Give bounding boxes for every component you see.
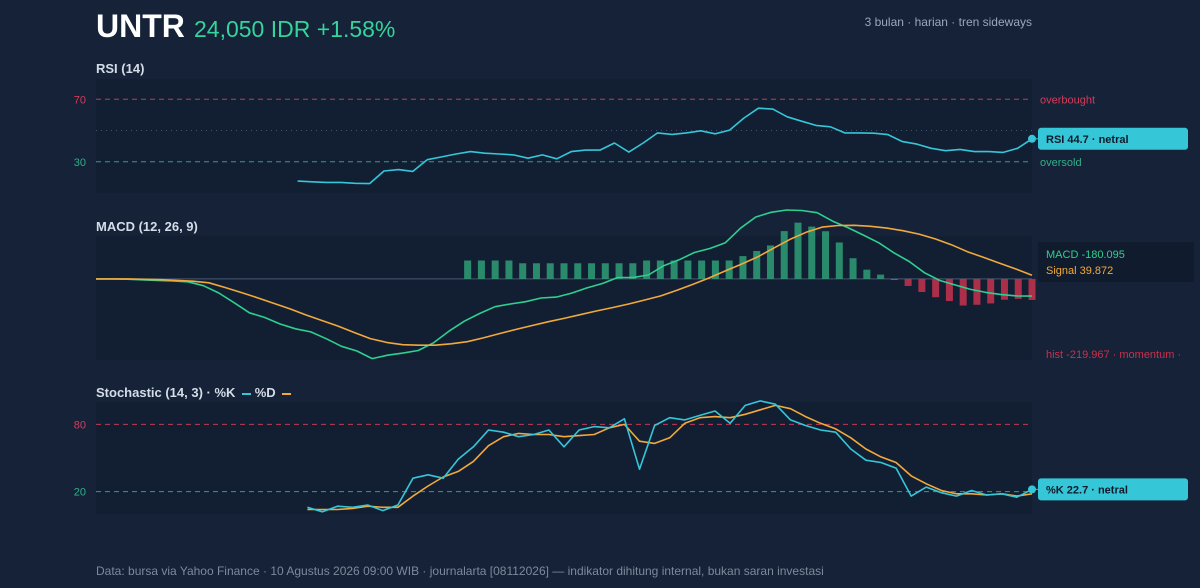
stoch-k-line xyxy=(307,400,1033,513)
series-lines xyxy=(96,107,1033,513)
panel-bg-1 xyxy=(96,236,1032,360)
macd-hist-bar xyxy=(643,260,651,279)
chart-labels: 70 30 overbought oversold RSI 44.7 · netral M… xyxy=(74,94,1194,501)
macd-hist-bar xyxy=(491,260,499,279)
rsi-callout-text: RSI 44.7 · netral xyxy=(1046,134,1129,146)
macd-hist-bar xyxy=(574,263,582,279)
macd-hist-bar xyxy=(615,263,623,279)
macd-hist-bar xyxy=(904,278,912,286)
macd-hist-bar xyxy=(588,263,596,279)
rsi-panel-title: RSI (14) xyxy=(96,61,145,76)
macd-hist-bar xyxy=(890,278,898,280)
panel-bg-0 xyxy=(96,79,1032,193)
signal-value-label: Signal 39.872 xyxy=(1046,265,1113,277)
macd-hist-bar xyxy=(739,256,747,279)
stoch-tick-20: 20 xyxy=(74,487,86,499)
macd-line xyxy=(96,209,1033,360)
rsi-overbought-label: overbought xyxy=(1040,94,1095,106)
macd-hist-bar xyxy=(1000,278,1008,300)
macd-hist-bar xyxy=(532,263,540,279)
stoch-d-line xyxy=(307,404,1033,511)
stoch-title-text: Stochastic (14, 3) · %K xyxy=(96,385,236,400)
rsi-oversold-label: oversold xyxy=(1040,157,1082,169)
price-change: 24,050 IDR +1.58% xyxy=(194,16,396,42)
macd-hist-bar xyxy=(932,278,940,298)
stoch-callout-dot xyxy=(1028,485,1036,494)
macd-hist-bar xyxy=(822,231,830,279)
footer-note: Data: bursa via Yahoo Finance · 10 Agust… xyxy=(96,564,824,578)
rsi-callout-box xyxy=(1038,127,1188,150)
macd-hist-bar xyxy=(505,260,513,279)
stoch-tick-80: 80 xyxy=(74,419,86,431)
rsi-tick-70: 70 xyxy=(74,94,86,106)
macd-hist-bar xyxy=(766,245,774,279)
macd-value-box xyxy=(1038,242,1194,282)
rsi-tick-30: 30 xyxy=(74,157,86,169)
ticker-symbol: UNTR xyxy=(96,8,185,44)
k-legend-swatch xyxy=(242,392,252,395)
macd-hist-bar xyxy=(560,263,568,279)
macd-hist-bar xyxy=(684,260,692,279)
macd-hist-bar xyxy=(464,260,472,279)
macd-hist-bar xyxy=(945,278,953,302)
macd-value-label: MACD -180.095 xyxy=(1046,249,1125,261)
signal-line xyxy=(96,224,1033,346)
macd-hist-bar xyxy=(753,250,761,279)
stoch-panel-title: Stochastic (14, 3) · %K %D xyxy=(96,385,292,400)
macd-hist-bar xyxy=(863,269,871,279)
macd-hist-bar xyxy=(656,260,664,279)
stoch-callout-box xyxy=(1038,478,1188,501)
macd-hist-bar xyxy=(629,263,637,279)
chart-meta: 3 bulan · harian · tren sideways xyxy=(864,15,1032,29)
d-legend-label: %D xyxy=(254,385,276,400)
macd-hist-bar xyxy=(1028,278,1036,300)
macd-hist-bar xyxy=(849,258,857,279)
macd-hist-bar xyxy=(519,263,527,279)
macd-hist-bar xyxy=(877,274,885,279)
macd-hist-bar xyxy=(959,278,967,306)
macd-hist-bar xyxy=(808,226,816,279)
macd-hist-bar xyxy=(1014,278,1022,299)
d-legend-swatch xyxy=(282,392,292,395)
macd-hist-bar xyxy=(987,278,995,304)
macd-hist-bar xyxy=(794,222,802,279)
macd-hist-bar xyxy=(835,242,843,279)
macd-hist-bar xyxy=(546,263,554,279)
macd-hist-bar xyxy=(601,263,609,279)
panel-backgrounds xyxy=(96,79,1032,514)
macd-hist-bar xyxy=(477,260,485,279)
stoch-callout-text: %K 22.7 · netral xyxy=(1046,484,1128,496)
rsi-callout-dot xyxy=(1028,134,1036,143)
macd-hist-bar xyxy=(670,260,678,279)
macd-hist-bar xyxy=(918,278,926,292)
rsi-line xyxy=(297,107,1033,185)
panel-bg-2 xyxy=(96,402,1032,514)
macd-hist-bar xyxy=(973,278,981,305)
macd-hist-bar xyxy=(698,260,706,279)
macd-panel-title: MACD (12, 26, 9) xyxy=(96,219,198,234)
macd-hist-bar xyxy=(711,260,719,279)
hist-value-label: hist -219.967 · momentum · xyxy=(1046,349,1181,361)
macd-hist-bar xyxy=(780,231,788,279)
